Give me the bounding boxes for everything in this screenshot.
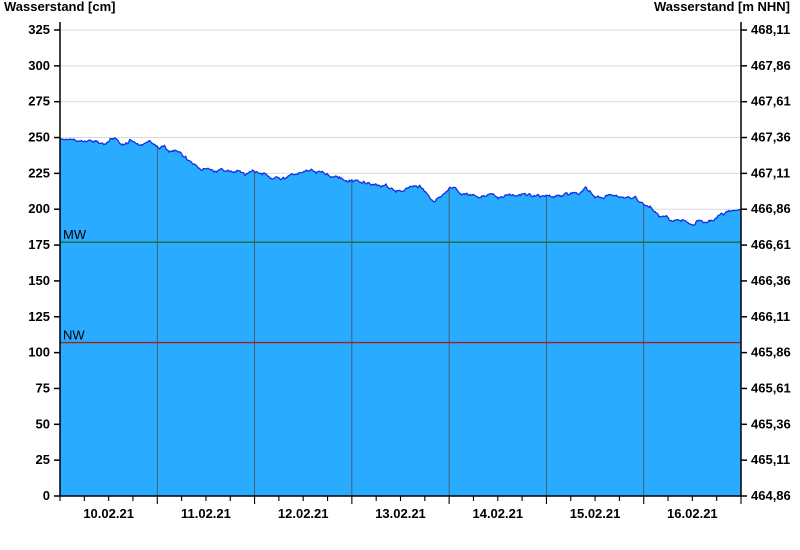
svg-text:275: 275 [28,94,50,109]
svg-text:50: 50 [36,416,50,431]
svg-text:0: 0 [43,488,50,503]
svg-text:75: 75 [36,380,50,395]
svg-text:467,86: 467,86 [751,58,791,73]
svg-text:466,11: 466,11 [751,309,790,324]
svg-text:12.02.21: 12.02.21 [278,506,329,521]
svg-text:465,11: 465,11 [751,452,790,467]
svg-text:468,11: 468,11 [751,22,790,37]
svg-text:466,61: 466,61 [751,237,791,252]
svg-text:175: 175 [28,237,50,252]
svg-text:466,36: 466,36 [751,273,791,288]
svg-text:465,61: 465,61 [751,380,791,395]
svg-text:15.02.21: 15.02.21 [570,506,621,521]
svg-text:NW: NW [63,328,85,343]
svg-text:250: 250 [28,130,50,145]
svg-text:100: 100 [28,345,50,360]
svg-text:325: 325 [28,22,50,37]
svg-text:464,86: 464,86 [751,488,791,503]
svg-text:125: 125 [28,309,50,324]
svg-text:465,36: 465,36 [751,416,791,431]
svg-text:14.02.21: 14.02.21 [472,506,523,521]
svg-text:16.02.21: 16.02.21 [667,506,718,521]
svg-text:10.02.21: 10.02.21 [83,506,134,521]
svg-text:200: 200 [28,201,50,216]
svg-text:467,36: 467,36 [751,130,791,145]
svg-text:11.02.21: 11.02.21 [181,506,231,521]
svg-text:225: 225 [28,165,50,180]
svg-text:13.02.21: 13.02.21 [375,506,426,521]
svg-text:300: 300 [28,58,50,73]
svg-text:465,86: 465,86 [751,345,791,360]
svg-text:467,11: 467,11 [751,165,790,180]
svg-text:25: 25 [36,452,50,467]
svg-text:466,86: 466,86 [751,201,791,216]
svg-text:467,61: 467,61 [751,94,791,109]
svg-text:MW: MW [63,227,87,242]
svg-text:150: 150 [28,273,50,288]
